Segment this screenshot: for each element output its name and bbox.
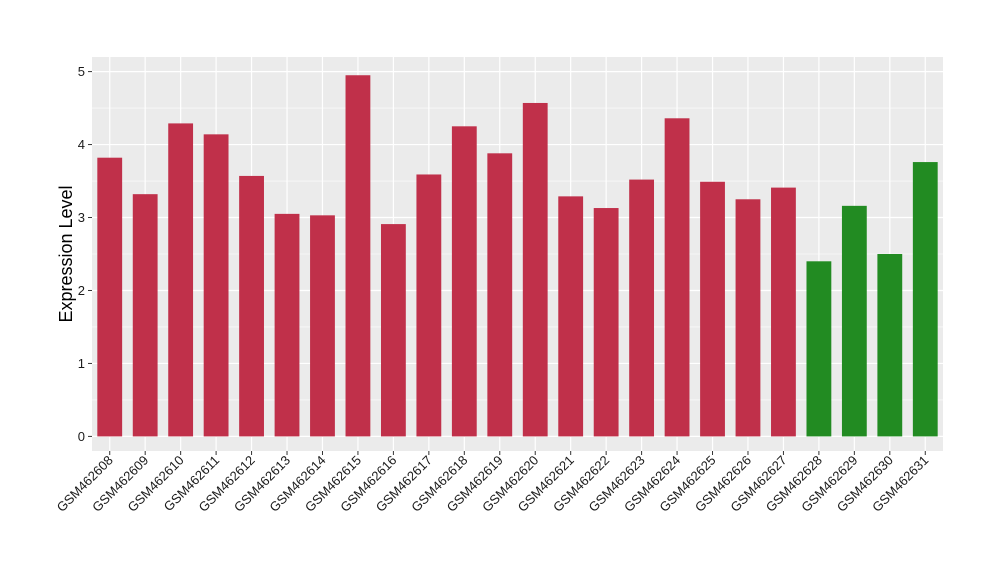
bar-GSM462610 [168, 123, 194, 437]
bar-GSM462619 [487, 153, 513, 437]
bar-GSM462622 [593, 208, 619, 437]
bar-GSM462620 [522, 102, 548, 437]
bar-GSM462623 [629, 179, 655, 437]
bar-GSM462615 [345, 75, 371, 437]
y-tick-label: 2 [78, 283, 85, 298]
bar-GSM462616 [380, 224, 406, 437]
bar-GSM462611 [203, 134, 229, 437]
y-tick-label: 1 [78, 356, 85, 371]
bar-GSM462625 [700, 181, 725, 437]
y-tick-label: 0 [78, 429, 85, 444]
bar-GSM462630 [877, 254, 903, 437]
y-tick-label: 5 [78, 64, 85, 79]
y-tick-label: 4 [78, 137, 85, 152]
bar-GSM462617 [416, 174, 442, 437]
bar-GSM462614 [310, 215, 335, 437]
bar-GSM462618 [451, 126, 477, 437]
bar-GSM462608 [97, 157, 123, 437]
bar-GSM462624 [664, 118, 690, 437]
bar-GSM462612 [239, 175, 264, 437]
bar-GSM462631 [912, 162, 938, 437]
bar-GSM462609 [132, 194, 158, 437]
y-tick-label: 3 [78, 210, 85, 225]
bars [97, 75, 938, 437]
y-axis: 0 1 2 3 4 5 [78, 64, 92, 444]
x-axis: GSM462608GSM462609GSM462610GSM462611GSM4… [54, 451, 931, 515]
bar-GSM462627 [771, 187, 796, 437]
y-axis-title: Expression Level [56, 185, 76, 322]
bar-GSM462613 [274, 213, 300, 437]
bar-GSM462621 [558, 196, 584, 437]
bar-GSM462629 [841, 205, 867, 437]
bar-GSM462626 [735, 199, 761, 437]
bar-GSM462628 [806, 261, 832, 437]
